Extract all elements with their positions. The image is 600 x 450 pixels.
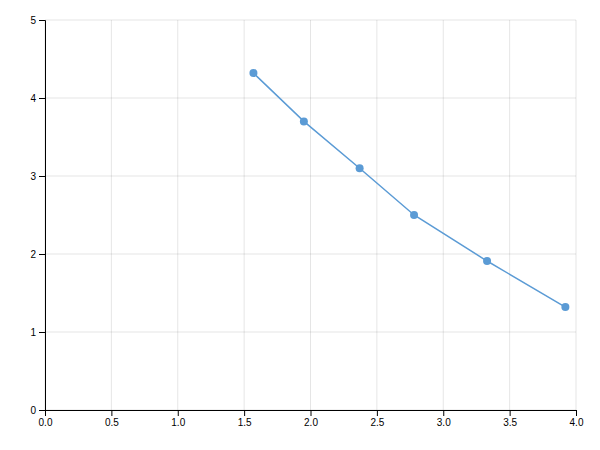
x-tick: 0.0 <box>39 410 53 428</box>
y-tick: 5 <box>30 15 45 26</box>
grid-line-y <box>45 254 576 255</box>
x-tick-label: 3.5 <box>503 417 517 428</box>
x-tick-mark <box>377 410 378 416</box>
grid-line-y <box>45 332 576 333</box>
x-tick: 3.0 <box>437 410 451 428</box>
x-tick-label: 0.0 <box>39 417 53 428</box>
y-tick: 4 <box>30 93 45 104</box>
x-tick: 3.5 <box>503 410 517 428</box>
point <box>410 211 418 219</box>
y-tick: 0 <box>30 405 45 416</box>
y-tick-mark <box>39 332 45 333</box>
x-tick: 4.0 <box>570 410 584 428</box>
y-tick: 2 <box>30 249 45 260</box>
marks <box>249 69 569 311</box>
point <box>561 303 569 311</box>
x-tick: 1.0 <box>171 410 185 428</box>
grid-line-x <box>576 20 577 410</box>
x-tick: 2.0 <box>304 410 318 428</box>
y-tick-mark <box>39 410 45 411</box>
x-tick-mark <box>178 410 179 416</box>
y-tick-mark <box>39 98 45 99</box>
x-tick: 0.5 <box>105 410 119 428</box>
x-tick-label: 1.0 <box>171 417 185 428</box>
point <box>356 164 364 172</box>
y-tick-label: 0 <box>30 405 36 416</box>
x-tick-mark <box>510 410 511 416</box>
y-tick-label: 2 <box>30 249 36 260</box>
y-tick-mark <box>39 176 45 177</box>
y-tick: 3 <box>30 171 45 182</box>
x-axis-line <box>46 411 577 417</box>
plot: 0.0 0.5 1.0 1.5 2.0 2.5 3.0 3.5 4.0 0 1 2 3 4 5 <box>30 15 583 428</box>
point <box>300 117 308 125</box>
y-tick-label: 3 <box>30 171 36 182</box>
x-axis: 0.0 0.5 1.0 1.5 2.0 2.5 3.0 3.5 4.0 <box>39 410 584 428</box>
grid-line-y <box>45 98 576 99</box>
grid-line-x <box>509 20 510 410</box>
x-tick-label: 2.0 <box>304 417 318 428</box>
chart: 0.0 0.5 1.0 1.5 2.0 2.5 3.0 3.5 4.0 0 1 2 3 4 5 <box>0 0 600 450</box>
x-tick-mark <box>311 410 312 416</box>
x-tick-label: 0.5 <box>105 417 119 428</box>
y-axis-line <box>39 21 46 411</box>
line <box>253 73 565 307</box>
x-tick: 1.5 <box>238 410 252 428</box>
grid-line-x <box>443 20 444 410</box>
y-tick-label: 1 <box>30 327 36 338</box>
y-axis: 0 1 2 3 4 5 <box>30 15 45 416</box>
x-tick-label: 1.5 <box>238 417 252 428</box>
x-tick-mark <box>111 410 112 416</box>
x-tick: 2.5 <box>370 410 384 428</box>
grid-line-x <box>111 20 112 410</box>
grid <box>45 20 576 410</box>
grid-line-x <box>177 20 178 410</box>
x-tick-label: 2.5 <box>370 417 384 428</box>
x-tick-label: 3.0 <box>437 417 451 428</box>
grid-line-x <box>244 20 245 410</box>
y-tick: 1 <box>30 327 45 338</box>
y-tick-label: 5 <box>30 15 36 26</box>
point <box>249 69 257 77</box>
point <box>483 257 491 265</box>
x-tick-mark <box>443 410 444 416</box>
y-tick-mark <box>39 254 45 255</box>
grid-line-y <box>45 176 576 177</box>
grid-line-y <box>45 20 576 21</box>
x-tick-mark <box>576 410 577 416</box>
x-tick-label: 4.0 <box>570 417 584 428</box>
x-tick-mark <box>244 410 245 416</box>
y-tick-mark <box>39 20 45 21</box>
y-tick-label: 4 <box>30 93 36 104</box>
grid-line-x <box>376 20 377 410</box>
grid-line-x <box>310 20 311 410</box>
